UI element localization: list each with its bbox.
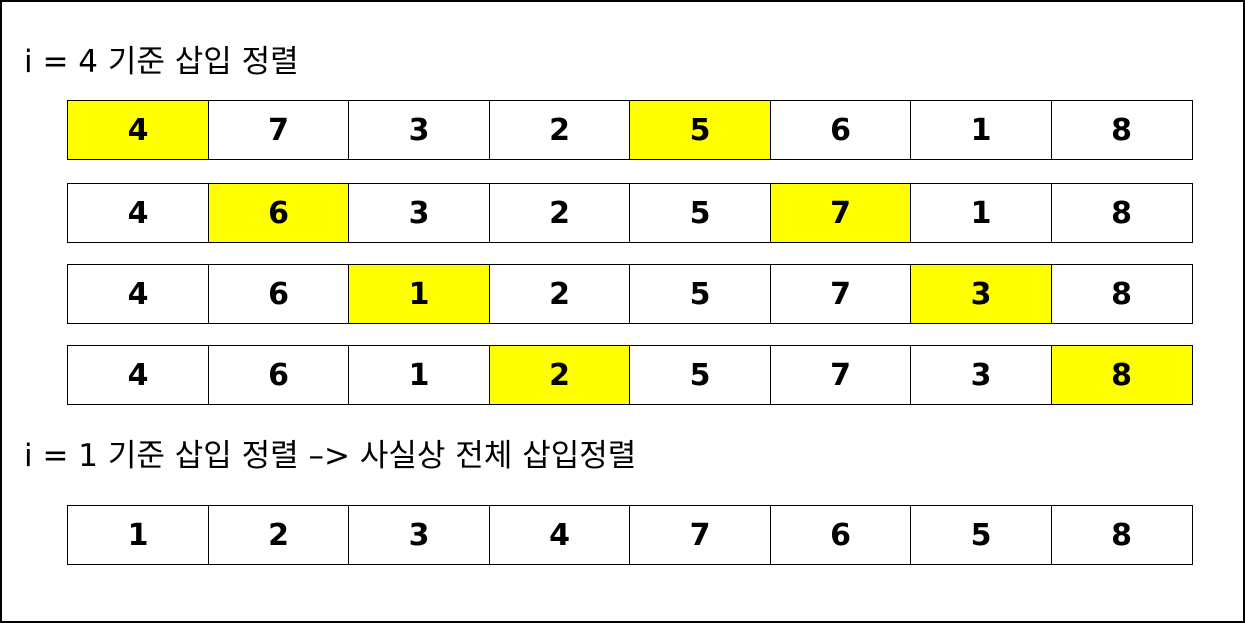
array-cell: 7 bbox=[629, 505, 771, 565]
array-cell: 7 bbox=[769, 183, 912, 243]
array-cell: 6 bbox=[207, 345, 350, 405]
array-cell: 4 bbox=[67, 345, 209, 405]
array-cell: 8 bbox=[1050, 183, 1193, 243]
array-cell: 4 bbox=[67, 100, 209, 160]
array-cell: 2 bbox=[488, 345, 631, 405]
array-cell: 8 bbox=[1050, 264, 1193, 324]
array-cell: 4 bbox=[67, 264, 209, 324]
array-cell: 6 bbox=[207, 183, 350, 243]
array-cell: 1 bbox=[910, 183, 1052, 243]
array-cell: 7 bbox=[207, 100, 350, 160]
array-cell: 1 bbox=[348, 345, 490, 405]
array-cell: 4 bbox=[67, 183, 209, 243]
caption-gap-1: i = 1 기준 삽입 정렬 –> 사실상 전체 삽입정렬 bbox=[24, 438, 637, 474]
array-cell: 5 bbox=[910, 505, 1052, 565]
array-cell: 5 bbox=[629, 264, 771, 324]
array-cell: 3 bbox=[910, 345, 1052, 405]
array-cell: 2 bbox=[488, 183, 631, 243]
array-cell: 6 bbox=[207, 264, 350, 324]
array-cell: 1 bbox=[67, 505, 209, 565]
caption-gap-4: i = 4 기준 삽입 정렬 bbox=[24, 44, 299, 80]
array-cell: 8 bbox=[1050, 100, 1193, 160]
array-cell: 5 bbox=[629, 100, 771, 160]
array-cell: 4 bbox=[488, 505, 631, 565]
array-cell: 7 bbox=[769, 264, 912, 324]
array-cell: 2 bbox=[488, 264, 631, 324]
array-cell: 7 bbox=[769, 345, 912, 405]
array-cell: 3 bbox=[348, 183, 490, 243]
array-cell: 3 bbox=[348, 100, 490, 160]
array-cell: 6 bbox=[769, 100, 912, 160]
array-cell: 6 bbox=[769, 505, 912, 565]
array-cell: 3 bbox=[910, 264, 1052, 324]
array-cell: 3 bbox=[348, 505, 490, 565]
array-cell: 1 bbox=[910, 100, 1052, 160]
array-cell: 8 bbox=[1050, 345, 1193, 405]
array-cell: 1 bbox=[348, 264, 490, 324]
array-cell: 5 bbox=[629, 183, 771, 243]
array-cell: 8 bbox=[1050, 505, 1193, 565]
array-cell: 2 bbox=[488, 100, 631, 160]
array-cell: 2 bbox=[207, 505, 350, 565]
array-cell: 5 bbox=[629, 345, 771, 405]
